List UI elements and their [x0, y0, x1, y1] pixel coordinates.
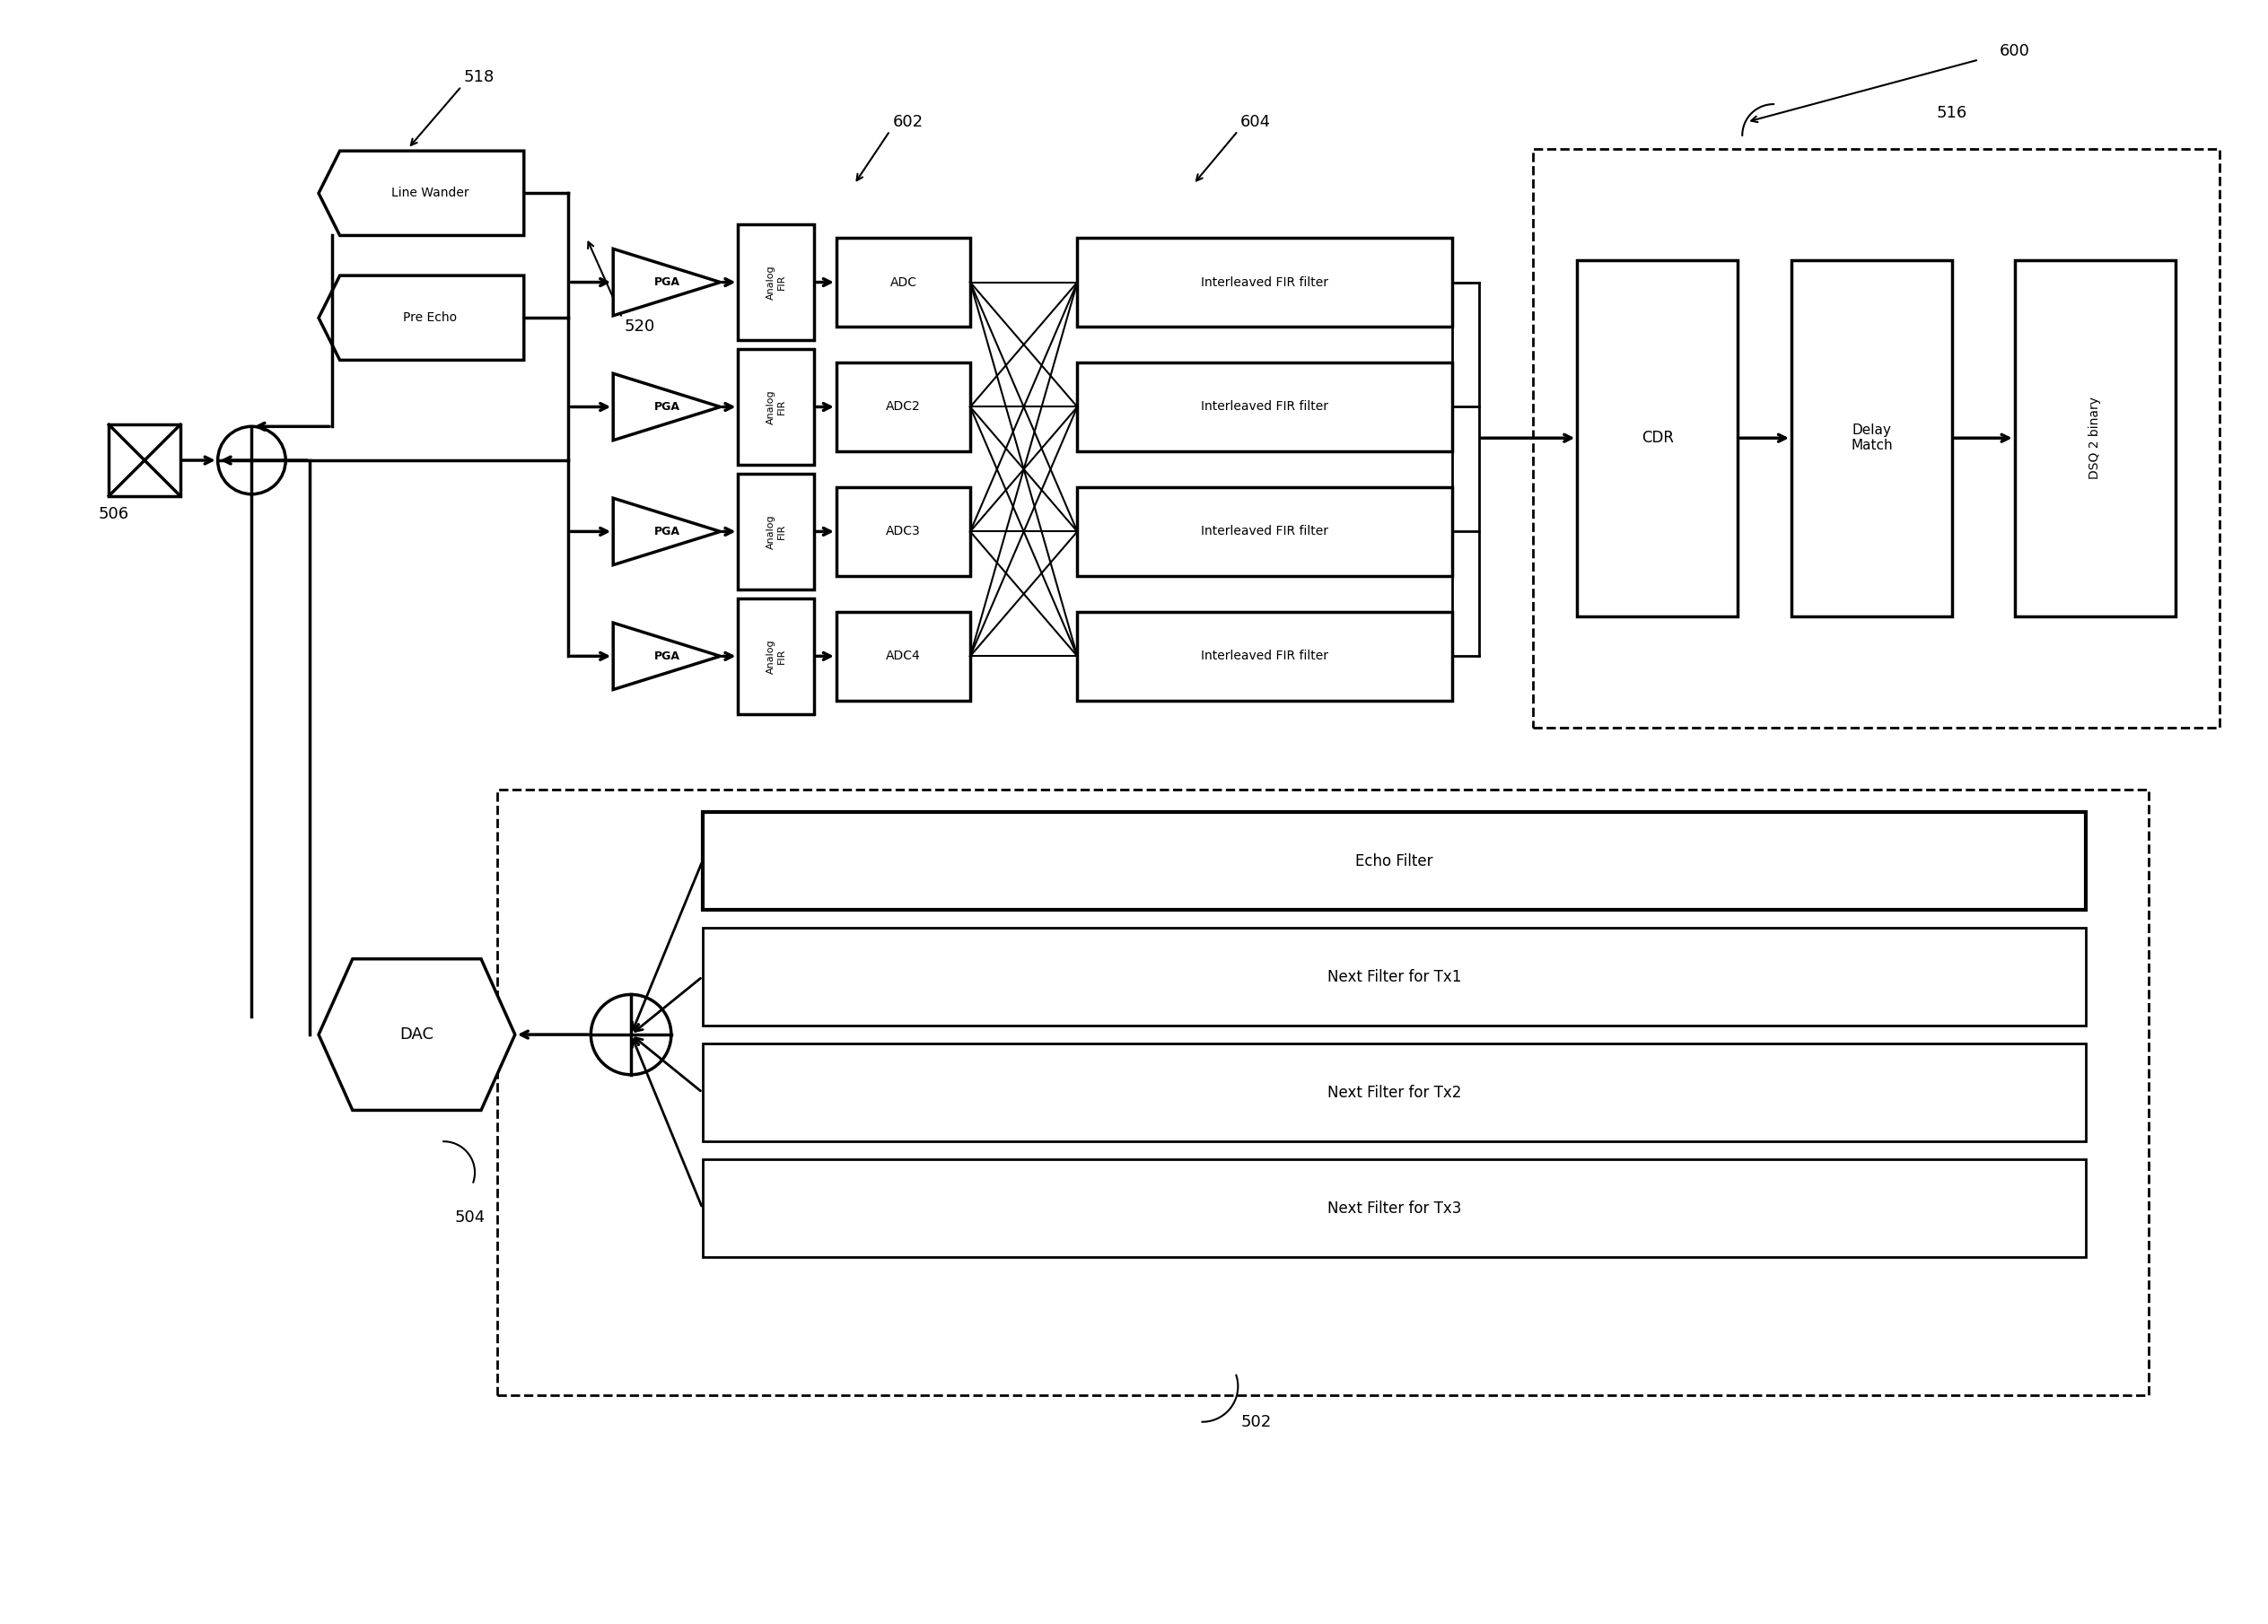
Bar [109, 425, 179, 495]
Bar [837, 362, 971, 451]
Bar [1533, 149, 2220, 728]
Text: 516: 516 [1937, 106, 1966, 122]
Text: Interleaved FIR filter: Interleaved FIR filter [1202, 525, 1329, 538]
Text: 502: 502 [1241, 1415, 1270, 1431]
Text: Next Filter for Tx3: Next Filter for Tx3 [1327, 1200, 1461, 1216]
Text: Analog
FIR: Analog FIR [767, 515, 785, 549]
Text: ADC: ADC [889, 276, 916, 289]
Text: Interleaved FIR filter: Interleaved FIR filter [1202, 650, 1329, 663]
Text: Interleaved FIR filter: Interleaved FIR filter [1202, 401, 1329, 412]
Text: PGA: PGA [653, 526, 680, 538]
Bar [837, 487, 971, 577]
Polygon shape [318, 276, 524, 361]
Circle shape [218, 427, 286, 494]
Bar [1077, 612, 1452, 700]
Bar [737, 598, 814, 715]
Text: 600: 600 [2000, 42, 2030, 58]
Text: Next Filter for Tx1: Next Filter for Tx1 [1327, 968, 1461, 984]
Text: PGA: PGA [653, 650, 680, 663]
Text: 504: 504 [456, 1208, 485, 1224]
Polygon shape [612, 248, 721, 315]
Bar [703, 1160, 2087, 1257]
Text: Interleaved FIR filter: Interleaved FIR filter [1202, 276, 1329, 289]
Bar [703, 927, 2087, 1026]
Text: 604: 604 [1241, 114, 1270, 130]
Text: Delay
Match: Delay Match [1851, 424, 1892, 453]
Text: ADC2: ADC2 [887, 401, 921, 412]
Bar [703, 812, 2087, 909]
Bar [837, 612, 971, 700]
Text: Analog
FIR: Analog FIR [767, 265, 785, 299]
Text: CDR: CDR [1642, 430, 1674, 447]
Bar [2014, 260, 2175, 615]
Text: 520: 520 [624, 318, 655, 335]
Text: ADC3: ADC3 [887, 525, 921, 538]
Bar [1077, 487, 1452, 577]
Bar [1576, 260, 1737, 615]
Circle shape [592, 994, 671, 1075]
Bar [703, 1044, 2087, 1142]
Text: Analog
FIR: Analog FIR [767, 390, 785, 424]
Bar [737, 349, 814, 464]
Bar [837, 237, 971, 326]
Bar [737, 474, 814, 590]
Bar [737, 224, 814, 339]
Bar [1077, 237, 1452, 326]
Text: 506: 506 [98, 505, 129, 521]
Bar [497, 789, 2148, 1395]
Bar [1077, 362, 1452, 451]
Text: Pre Echo: Pre Echo [404, 312, 458, 325]
Text: ADC4: ADC4 [887, 650, 921, 663]
Text: 518: 518 [465, 70, 494, 86]
Text: 602: 602 [891, 114, 923, 130]
Polygon shape [612, 374, 721, 440]
Text: Next Filter for Tx2: Next Filter for Tx2 [1327, 1085, 1461, 1101]
Polygon shape [318, 151, 524, 235]
Text: DAC: DAC [399, 1026, 433, 1043]
Text: Line Wander: Line Wander [392, 187, 469, 200]
Polygon shape [612, 622, 721, 690]
Text: PGA: PGA [653, 276, 680, 287]
Bar [1792, 260, 1953, 615]
Text: PGA: PGA [653, 401, 680, 412]
Text: Echo Filter: Echo Filter [1356, 853, 1433, 869]
Text: DSQ 2 binary: DSQ 2 binary [2089, 396, 2100, 479]
Text: Analog
FIR: Analog FIR [767, 638, 785, 674]
Polygon shape [318, 958, 515, 1111]
Polygon shape [612, 499, 721, 565]
